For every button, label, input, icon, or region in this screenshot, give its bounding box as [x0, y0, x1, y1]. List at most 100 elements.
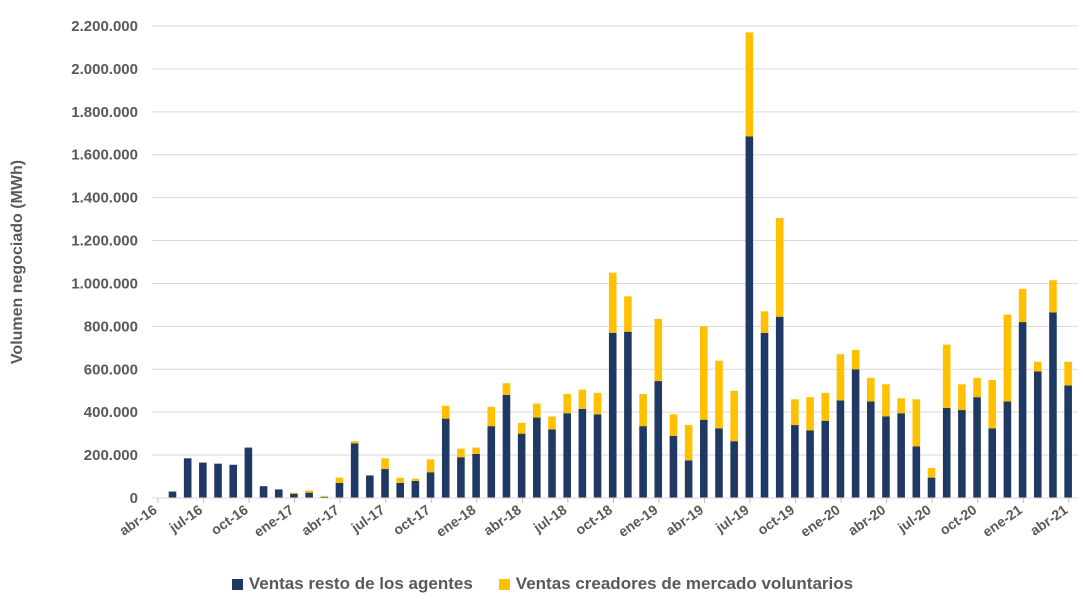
bar-segment-creadores — [669, 414, 678, 436]
bar-segment-resto — [624, 331, 632, 498]
y-tick-label: 1.400.000 — [71, 190, 138, 207]
y-axis-title: Volumen negociado (MWh) — [9, 160, 26, 364]
y-tick-label: 1.800.000 — [71, 104, 138, 121]
bar-segment-resto — [396, 482, 404, 498]
bar-segment-creadores — [1033, 361, 1042, 372]
bar-segment-creadores — [912, 399, 921, 447]
bar-segment-resto — [851, 369, 860, 498]
bar-segment-resto — [229, 464, 238, 498]
bar-segment-creadores — [791, 399, 799, 426]
bar-segment-creadores — [487, 406, 496, 427]
x-axis-ticks: abr-16 jul-16 oct-16 ene-17 abr-17 jul-17 oct-… — [116, 498, 1071, 540]
bar-segment-resto — [487, 426, 496, 498]
bar-chart: 0 200.000 400.000 600.000 800.000 1.000.000 1.… — [9, 18, 1078, 540]
bar-segment-resto — [654, 381, 663, 498]
bar-segment-creadores — [441, 405, 450, 419]
x-tick-label: oct-17 — [390, 501, 433, 538]
bar-segment-creadores — [426, 459, 435, 473]
bar-segment-creadores — [320, 495, 329, 497]
bar-segment-resto — [441, 418, 450, 498]
bar-segment-creadores — [350, 441, 359, 444]
x-tick-label: ene-19 — [615, 501, 661, 540]
bar-segment-creadores — [806, 397, 814, 431]
bar-segment-resto — [684, 460, 693, 498]
bar-segment-creadores — [821, 392, 830, 421]
bar-segment-creadores — [942, 344, 951, 408]
bar-segment-resto — [183, 458, 192, 498]
bar-segment-creadores — [700, 326, 708, 420]
y-tick-label: 400.000 — [84, 404, 138, 421]
bar-segment-resto — [472, 454, 480, 498]
x-tick-label: abr-19 — [663, 501, 707, 538]
x-tick-label: abr-17 — [298, 501, 342, 538]
bar-segment-creadores — [760, 311, 769, 333]
bar-segment-creadores — [836, 354, 845, 401]
bar-segment-resto — [533, 417, 541, 498]
bar-segment-creadores — [472, 447, 480, 455]
y-tick-label: 1.200.000 — [71, 233, 138, 250]
x-tick-label: jul-17 — [347, 501, 387, 536]
bar-segment-resto — [199, 462, 207, 498]
bar-segment-resto — [517, 433, 526, 498]
y-tick-label: 1.000.000 — [71, 275, 138, 292]
bar-segment-creadores — [593, 392, 602, 415]
x-tick-label: ene-18 — [433, 501, 479, 540]
bar-segment-resto — [912, 446, 921, 498]
bar-segment-resto — [290, 493, 298, 498]
bar-segment-creadores — [381, 458, 389, 470]
bar-segment-resto — [1049, 312, 1057, 498]
bar-segment-creadores — [715, 360, 723, 429]
bar-segment-resto — [1064, 385, 1072, 498]
x-tick-label: jul-18 — [530, 501, 570, 536]
bar-segment-resto — [836, 400, 845, 498]
bar-segment-resto — [502, 395, 511, 498]
x-tick-label: jul-20 — [894, 501, 934, 536]
y-tick-label: 600.000 — [84, 361, 138, 378]
bar-segment-resto — [244, 447, 253, 498]
bar-segment-creadores — [851, 349, 860, 370]
bar-segment-resto — [730, 441, 738, 498]
x-tick-label: ene-20 — [797, 501, 843, 540]
bar-segment-resto — [639, 426, 647, 498]
bar-segment-resto — [760, 332, 769, 498]
x-tick-label: abr-18 — [480, 501, 524, 538]
y-tick-label: 2.000.000 — [71, 61, 138, 78]
bar-segment-resto — [578, 408, 587, 498]
legend-swatch-resto — [231, 578, 243, 590]
bar-segment-resto — [942, 407, 951, 498]
y-tick-label: 800.000 — [84, 318, 138, 335]
bar-segment-resto — [608, 332, 617, 498]
y-tick-label: 0 — [130, 490, 138, 507]
legend-label-creadores: Ventas creadores de mercado voluntarios — [515, 574, 854, 593]
bar-segment-resto — [274, 489, 283, 498]
x-tick-label: oct-19 — [754, 501, 797, 538]
bar-segment-resto — [259, 486, 268, 498]
bar-segment-resto — [897, 413, 905, 498]
y-axis-ticks: 0 200.000 400.000 600.000 800.000 1.000.000 1.… — [71, 18, 138, 507]
bar-segment-resto — [821, 420, 830, 498]
bar-segment-resto — [214, 463, 222, 498]
bar-segment-creadores — [502, 383, 511, 396]
bar-segment-creadores — [745, 32, 754, 137]
x-tick-label: oct-20 — [937, 501, 980, 538]
bar-segment-creadores — [927, 467, 936, 478]
bar-segment-resto — [1018, 322, 1027, 498]
bar-segment-resto — [426, 472, 435, 498]
x-tick-label: ene-17 — [251, 501, 297, 540]
bar-segment-resto — [335, 482, 344, 498]
bar-segment-resto — [350, 443, 359, 498]
bar-segment-creadores — [1018, 288, 1027, 323]
bar-segment-resto — [305, 492, 313, 498]
bar-segment-creadores — [457, 448, 465, 458]
legend-item-creadores: Ventas creadores de mercado voluntarios — [498, 574, 854, 594]
bar-segment-creadores — [882, 384, 890, 417]
bar-segment-resto — [973, 397, 981, 498]
bar-segment-creadores — [548, 416, 556, 430]
bar-segment-creadores — [1064, 361, 1072, 386]
bar-segment-resto — [791, 425, 799, 498]
legend-item-resto: Ventas resto de los agentes — [231, 574, 473, 594]
bar-segment-creadores — [684, 425, 693, 461]
bar-segment-creadores — [335, 477, 344, 483]
bar-segment-resto — [988, 428, 997, 498]
bar-segment-creadores — [973, 377, 981, 398]
